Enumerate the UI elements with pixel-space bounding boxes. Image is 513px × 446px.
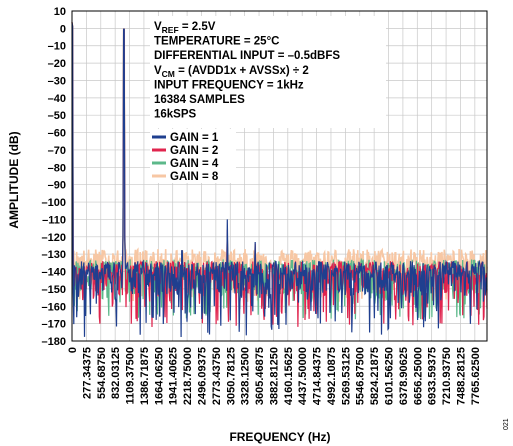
series-line xyxy=(71,22,488,338)
x-tick-label: 1109.37500 xyxy=(125,347,137,405)
x-tick-label: 3050.78125 xyxy=(225,347,237,405)
series-line xyxy=(71,22,488,328)
annotation-line: TEMPERATURE = 25°C xyxy=(154,36,279,48)
y-tick-label: –120 xyxy=(42,232,66,244)
y-tick-label: –100 xyxy=(42,197,66,209)
y-tick-label: –90 xyxy=(48,180,66,192)
x-tick-label: 6101.56250 xyxy=(384,347,396,405)
x-tick-label: 5546.87500 xyxy=(355,347,367,405)
x-tick-label: 6378.90625 xyxy=(398,347,410,405)
x-tick-label: 554.68750 xyxy=(96,347,108,399)
legend-label: GAIN = 2 xyxy=(170,145,218,157)
legend-label: GAIN = 4 xyxy=(170,158,219,170)
x-tick-label: 4160.15625 xyxy=(283,347,295,405)
legend-label: GAIN = 1 xyxy=(170,132,219,144)
y-tick-label: –130 xyxy=(42,249,66,261)
y-tick-label: –170 xyxy=(42,319,66,331)
y-tick-label: –60 xyxy=(48,128,66,140)
y-tick-label: –20 xyxy=(48,58,66,70)
x-tick-label: 3882.81250 xyxy=(268,347,280,405)
x-tick-label: 2496.09375 xyxy=(196,347,208,405)
y-axis-title: AMPLITUDE (dB) xyxy=(7,131,21,228)
figure-number: 021 xyxy=(503,418,510,430)
x-tick-label: 1664.06250 xyxy=(153,347,165,405)
y-tick-label: –40 xyxy=(48,93,66,105)
y-tick-label: –80 xyxy=(48,162,66,174)
plot-border xyxy=(71,10,488,342)
y-tick-label: –180 xyxy=(42,336,66,348)
y-tick-label: –30 xyxy=(48,75,66,87)
legend-label: GAIN = 8 xyxy=(170,171,219,183)
x-tick-label: 5824.21875 xyxy=(369,347,381,405)
annotation-line: VCM = (AVDD1x + AVSSx) ÷ 2 xyxy=(154,65,309,79)
annotation-background xyxy=(150,16,386,128)
x-tick-label: 7488.28125 xyxy=(455,347,467,405)
x-tick-label: 2218.75000 xyxy=(182,347,194,405)
x-tick-label: 4437.50000 xyxy=(297,347,309,405)
x-axis-title: FREQUENCY (Hz) xyxy=(229,430,330,444)
y-tick-label: –140 xyxy=(42,267,66,279)
y-tick-label: –160 xyxy=(42,301,66,313)
x-tick-label: 3328.12500 xyxy=(240,347,252,405)
y-tick-label: –70 xyxy=(48,145,66,157)
x-tick-label: 3605.46875 xyxy=(254,347,266,405)
x-tick-label: 6933.59375 xyxy=(427,347,439,405)
x-tick-label: 2773.43750 xyxy=(211,347,223,405)
y-tick-label: –150 xyxy=(42,284,66,296)
x-axis-ticks: 0 277.34375 554.68750 832.03125 1109.37500 13… xyxy=(67,347,482,405)
y-tick-label: 10 xyxy=(54,6,66,18)
x-tick-label: 832.03125 xyxy=(110,347,122,399)
y-axis-ticks: 10 0 –10 –20 –30 –40 –50 –60 –70 –80 –90 –100 –110 –1… xyxy=(42,6,66,348)
annotation-line: 16384 SAMPLES xyxy=(154,94,245,106)
y-tick-label: 0 xyxy=(60,23,66,35)
x-tick-label: 4992.10875 xyxy=(326,347,338,405)
annotation-line: INPUT FREQUENCY = 1kHz xyxy=(154,79,304,91)
y-tick-label: –10 xyxy=(48,41,66,53)
x-tick-label: 5269.53125 xyxy=(340,347,352,405)
annotation-line: DIFFERENTIAL INPUT = –0.5dBFS xyxy=(154,50,340,62)
chart-series xyxy=(71,22,488,338)
x-tick-label: 6656.25000 xyxy=(412,347,424,405)
x-tick-label: 7765.62500 xyxy=(470,347,482,405)
x-tick-label: 7210.93750 xyxy=(441,347,453,405)
annotation-line: 16kSPS xyxy=(154,109,197,121)
annotation-line: VREF = 2.5V xyxy=(154,21,216,35)
x-tick-label: 1386.71875 xyxy=(139,347,151,405)
x-tick-label: 4714.84375 xyxy=(312,347,324,405)
x-tick-label: 0 xyxy=(67,347,79,353)
x-tick-label: 1941.40625 xyxy=(168,347,180,405)
y-tick-label: –50 xyxy=(48,110,66,122)
x-tick-label: 277.34375 xyxy=(81,347,93,399)
y-tick-label: –110 xyxy=(42,214,66,226)
